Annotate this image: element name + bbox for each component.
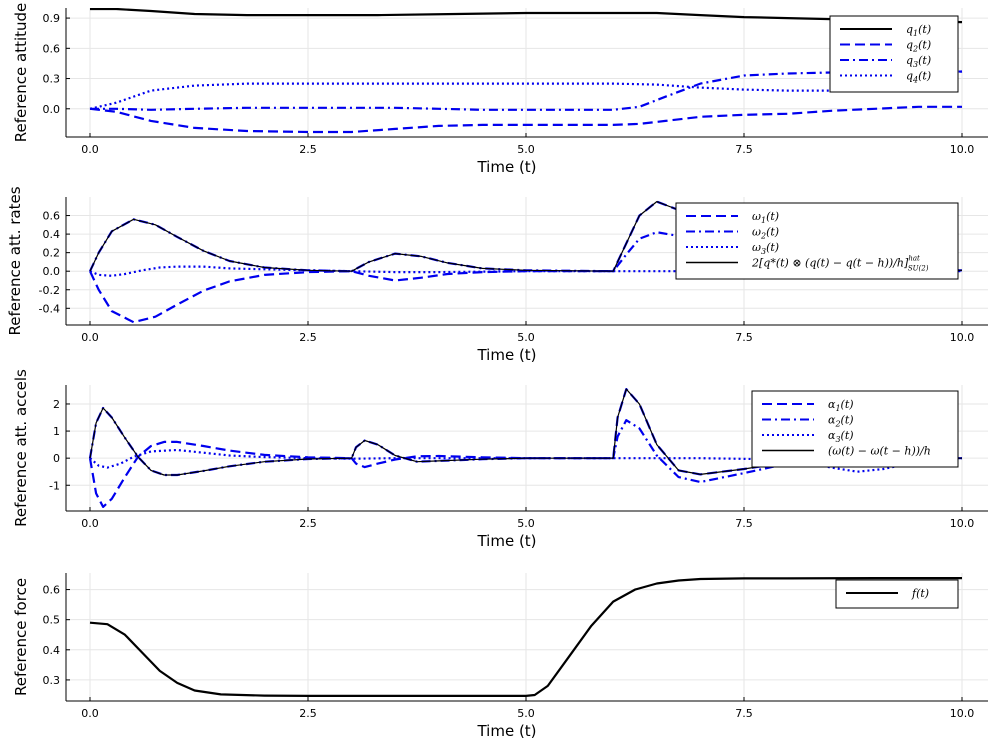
y-tick-label: 0.2	[43, 247, 61, 260]
x-tick-label: 2.5	[299, 517, 317, 530]
legend-label: α3(t)	[828, 429, 854, 444]
x-tick-label: 7.5	[735, 331, 753, 344]
legend: α1(t)α2(t)α3(t)(ω(t) − ω(t − h))/h	[751, 390, 959, 468]
y-axis-label: Reference att. rates	[6, 186, 24, 335]
x-tick-label: 7.5	[735, 517, 753, 530]
series-line	[90, 70, 963, 111]
chart-panel-2: 0.0 2.5 5.0 7.5 10.0 -0.4 -0.2 0.0 0.2 0.4 0.6 Time…	[6, 186, 988, 364]
y-tick-label: 0.0	[43, 103, 61, 116]
chart-panel-1: 0.0 2.5 5.0 7.5 10.0 0.0 0.3 0.6 0.9 Time (t) Refe…	[12, 3, 988, 176]
series-line	[89, 105, 962, 134]
y-tick-label: 0.5	[43, 614, 61, 627]
series-line	[88, 406, 962, 484]
series-line	[89, 576, 962, 698]
y-tick-label: -1	[49, 479, 60, 492]
x-tick-label: 7.5	[735, 707, 753, 720]
legend-label: α1(t)	[828, 398, 854, 413]
x-tick-label: 0.0	[81, 143, 99, 156]
x-tick-label: 2.5	[299, 331, 317, 344]
legend: f(t)	[835, 579, 959, 609]
x-tick-label: 10.0	[950, 331, 975, 344]
x-axis-label: Time (t)	[476, 532, 536, 550]
y-tick-label: 0.3	[43, 73, 61, 86]
x-tick-label: 0.0	[81, 331, 99, 344]
legend-label: q1(t)	[906, 23, 931, 38]
legend-label: f(t)	[911, 587, 929, 600]
x-tick-label: 2.5	[299, 707, 317, 720]
legend-label: (ω(t) − ω(t − h))/h	[828, 445, 931, 458]
y-tick-label: 2	[53, 398, 60, 411]
legend-label: q3(t)	[906, 54, 931, 69]
series-line	[89, 448, 963, 473]
x-tick-label: 0.0	[81, 707, 99, 720]
x-axis-label: Time (t)	[476, 158, 536, 176]
y-tick-label: -0.4	[39, 302, 60, 315]
series-line	[89, 70, 963, 110]
y-tick-label: 0.9	[43, 12, 61, 25]
y-tick-label: 1	[53, 425, 60, 438]
x-tick-label: 5.0	[517, 331, 535, 344]
x-tick-label: 10.0	[950, 707, 975, 720]
y-tick-label: 0.3	[43, 674, 61, 687]
x-tick-label: 10.0	[950, 517, 975, 530]
series-line	[89, 388, 962, 476]
y-tick-label: 0.6	[43, 42, 61, 55]
y-axis-label: Reference att. accels	[12, 369, 30, 527]
legend-box	[829, 15, 959, 93]
legend-label: ω2(t)	[752, 226, 779, 241]
legend-label: q2(t)	[906, 39, 931, 54]
x-tick-label: 0.0	[81, 517, 99, 530]
chart-panel-4: 0.0 2.5 5.0 7.5 10.0 0.3 0.4 0.5 0.6 Time (t) Refe…	[12, 573, 988, 740]
x-tick-label: 2.5	[299, 143, 317, 156]
x-tick-label: 5.0	[517, 517, 535, 530]
x-axis-label: Time (t)	[476, 722, 536, 740]
x-tick-label: 7.5	[735, 143, 753, 156]
y-tick-label: 0.4	[43, 644, 61, 657]
y-tick-label: 0.6	[43, 210, 61, 223]
legend-label: ω3(t)	[752, 241, 779, 256]
y-axis-label: Reference attitude	[12, 3, 30, 143]
y-axis-label: Reference force	[12, 578, 30, 696]
y-tick-label: 0	[53, 452, 60, 465]
y-tick-label: -0.2	[39, 284, 60, 297]
legend: ω1(t)ω2(t)ω3(t)2[q*(t) ⊗ (q(t) − q(t − h…	[675, 202, 959, 280]
legend-label: q4(t)	[906, 70, 931, 85]
legend-label: 2[q*(t) ⊗ (q(t) − q(t − h))/h]hat SU(2)	[751, 255, 929, 273]
y-tick-label: 0.4	[43, 228, 61, 241]
legend-label: α2(t)	[828, 414, 854, 429]
chart-panel-3: 0.0 2.5 5.0 7.5 10.0 -1 0 1 2 Time (t) Reference a…	[12, 369, 988, 550]
y-tick-label: 0.6	[43, 584, 61, 597]
x-tick-label: 5.0	[517, 707, 535, 720]
legend: q1(t)q2(t)q3(t)q4(t)	[829, 15, 959, 93]
x-tick-label: 10.0	[950, 143, 975, 156]
x-tick-label: 5.0	[517, 143, 535, 156]
y-tick-label: 0.0	[43, 265, 61, 278]
legend-label: ω1(t)	[752, 210, 779, 225]
x-axis-label: Time (t)	[476, 346, 536, 364]
